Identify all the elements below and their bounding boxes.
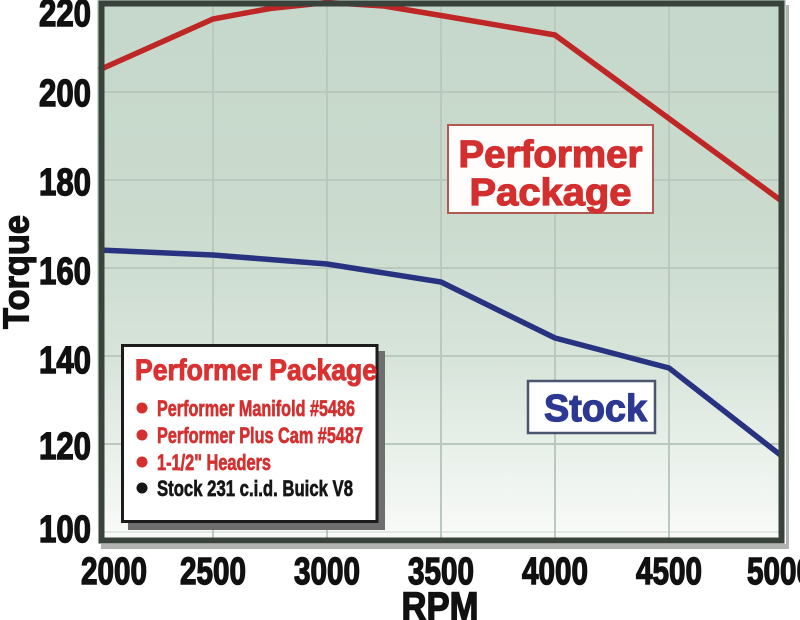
svg-text:2500: 2500: [180, 551, 246, 593]
svg-text:140: 140: [39, 340, 91, 382]
svg-text:160: 160: [39, 251, 91, 293]
svg-text:Performer Package: Performer Package: [135, 354, 377, 387]
svg-text:Stock 231 c.i.d. Buick V8: Stock 231 c.i.d. Buick V8: [157, 476, 353, 501]
svg-text:4500: 4500: [636, 551, 702, 593]
svg-text:4000: 4000: [522, 551, 588, 593]
svg-text:200: 200: [39, 73, 91, 115]
svg-text:Package: Package: [470, 172, 632, 214]
svg-text:1-1/2" Headers: 1-1/2" Headers: [157, 450, 271, 475]
svg-text:Stock: Stock: [544, 388, 648, 430]
svg-text:100: 100: [39, 509, 91, 551]
svg-text:5000: 5000: [747, 551, 800, 593]
svg-text:180: 180: [39, 162, 91, 204]
svg-text:2000: 2000: [81, 551, 147, 593]
svg-text:Performer Plus Cam #5487: Performer Plus Cam #5487: [157, 423, 363, 448]
svg-text:120: 120: [39, 426, 91, 468]
svg-text:Performer: Performer: [459, 134, 643, 176]
svg-text:Torque: Torque: [0, 215, 37, 329]
svg-text:RPM: RPM: [402, 585, 479, 620]
svg-text:3500: 3500: [408, 551, 474, 593]
svg-text:Performer Manifold #5486: Performer Manifold #5486: [157, 396, 355, 421]
svg-text:3000: 3000: [294, 551, 360, 593]
svg-text:220: 220: [39, 0, 91, 35]
